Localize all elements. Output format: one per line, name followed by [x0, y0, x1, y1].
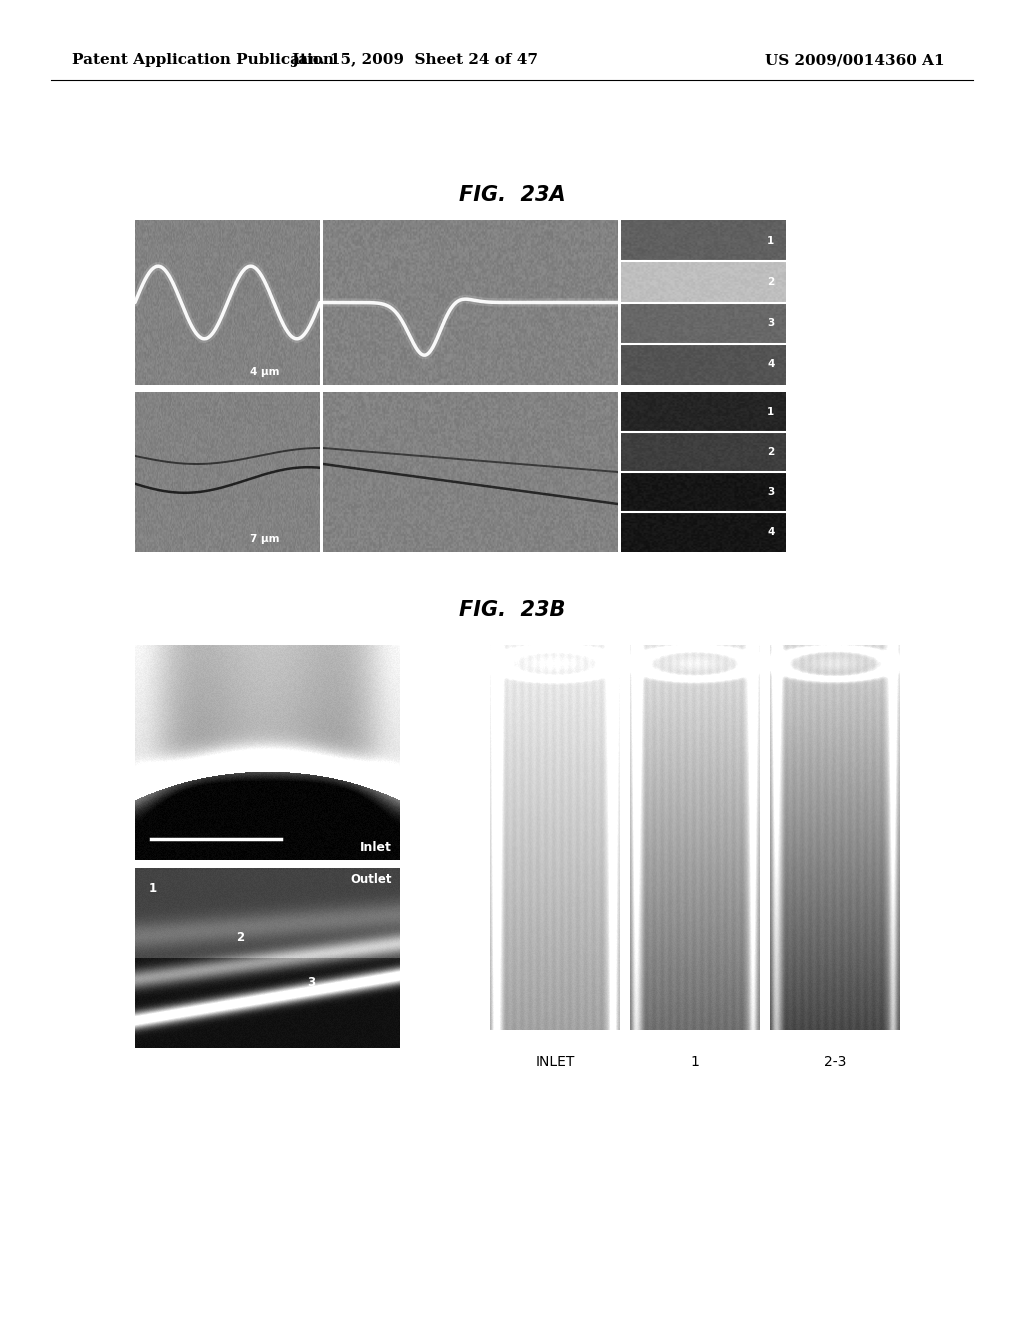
Text: US 2009/0014360 A1: US 2009/0014360 A1 — [765, 53, 945, 67]
Text: INLET: INLET — [536, 1055, 574, 1069]
Text: FIG.  23A: FIG. 23A — [459, 185, 565, 205]
Text: Patent Application Publication: Patent Application Publication — [72, 53, 334, 67]
Text: 2-3: 2-3 — [824, 1055, 846, 1069]
Text: 1: 1 — [690, 1055, 699, 1069]
Text: Jan. 15, 2009  Sheet 24 of 47: Jan. 15, 2009 Sheet 24 of 47 — [292, 53, 539, 67]
Text: FIG.  23B: FIG. 23B — [459, 601, 565, 620]
